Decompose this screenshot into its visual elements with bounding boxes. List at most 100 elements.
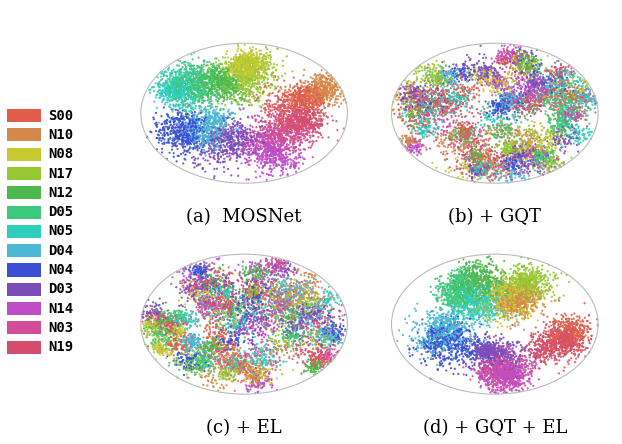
Point — [172, 91, 182, 99]
Point — [276, 345, 285, 353]
Point — [478, 168, 488, 175]
Point — [509, 305, 519, 312]
Point — [249, 370, 259, 377]
Point — [312, 305, 322, 312]
Point — [269, 361, 279, 369]
Point — [485, 164, 495, 171]
Point — [249, 285, 259, 292]
Point — [516, 289, 526, 296]
Point — [531, 151, 541, 159]
Point — [471, 274, 481, 281]
Point — [309, 326, 318, 333]
Point — [225, 288, 234, 295]
Point — [225, 111, 235, 119]
Point — [275, 106, 285, 113]
Point — [322, 85, 332, 92]
Point — [315, 348, 325, 355]
Point — [456, 330, 466, 337]
Point — [480, 282, 490, 289]
Point — [182, 148, 192, 155]
Point — [290, 119, 300, 127]
Point — [255, 66, 265, 73]
Point — [542, 280, 552, 287]
Point — [293, 290, 303, 297]
Point — [478, 297, 488, 304]
Point — [521, 98, 531, 105]
Point — [240, 66, 250, 73]
Point — [316, 99, 326, 107]
Point — [463, 281, 473, 288]
Point — [497, 300, 507, 307]
Point — [536, 156, 545, 163]
Point — [252, 375, 262, 382]
Point — [481, 262, 491, 270]
Point — [554, 321, 564, 328]
Point — [450, 354, 460, 361]
Point — [295, 325, 305, 332]
Point — [156, 315, 165, 322]
Point — [563, 112, 573, 119]
Point — [493, 129, 503, 136]
Point — [185, 347, 195, 354]
Point — [506, 285, 516, 292]
Point — [521, 286, 531, 293]
Point — [508, 296, 518, 303]
Point — [239, 61, 249, 68]
Point — [190, 332, 200, 339]
Point — [493, 345, 503, 352]
Point — [214, 78, 224, 85]
Point — [149, 332, 159, 339]
Point — [549, 134, 559, 141]
Point — [520, 292, 530, 299]
Point — [491, 374, 501, 381]
Point — [504, 368, 514, 375]
Point — [169, 329, 179, 336]
Point — [249, 360, 259, 367]
Point — [278, 335, 288, 342]
Point — [487, 354, 497, 361]
Point — [226, 76, 236, 83]
Point — [289, 121, 299, 128]
Point — [455, 302, 465, 309]
Point — [245, 57, 255, 64]
Point — [557, 103, 567, 110]
Point — [203, 118, 213, 125]
Point — [284, 292, 294, 299]
Point — [457, 279, 466, 286]
Point — [205, 299, 215, 306]
Point — [564, 348, 573, 355]
Point — [415, 91, 425, 98]
Point — [231, 306, 241, 313]
Point — [233, 58, 243, 65]
Point — [527, 139, 537, 147]
Point — [456, 279, 466, 286]
Point — [182, 285, 192, 292]
Point — [508, 301, 518, 309]
Point — [425, 86, 435, 93]
Point — [554, 347, 564, 354]
Point — [467, 306, 477, 313]
Point — [259, 382, 269, 389]
Point — [202, 73, 211, 80]
Point — [192, 284, 202, 291]
Point — [548, 147, 558, 154]
Point — [241, 66, 251, 73]
Point — [460, 266, 470, 273]
Point — [544, 155, 554, 162]
Point — [266, 302, 276, 309]
Point — [259, 143, 269, 150]
Point — [449, 315, 459, 322]
Point — [309, 366, 319, 373]
Point — [146, 129, 156, 136]
Point — [475, 360, 485, 367]
Point — [214, 62, 224, 69]
Point — [462, 315, 472, 322]
Point — [482, 353, 492, 360]
Point — [326, 322, 336, 329]
Point — [495, 287, 505, 294]
Point — [254, 47, 264, 54]
Point — [459, 285, 469, 293]
Point — [246, 316, 256, 323]
Point — [538, 153, 548, 160]
Point — [242, 63, 252, 70]
